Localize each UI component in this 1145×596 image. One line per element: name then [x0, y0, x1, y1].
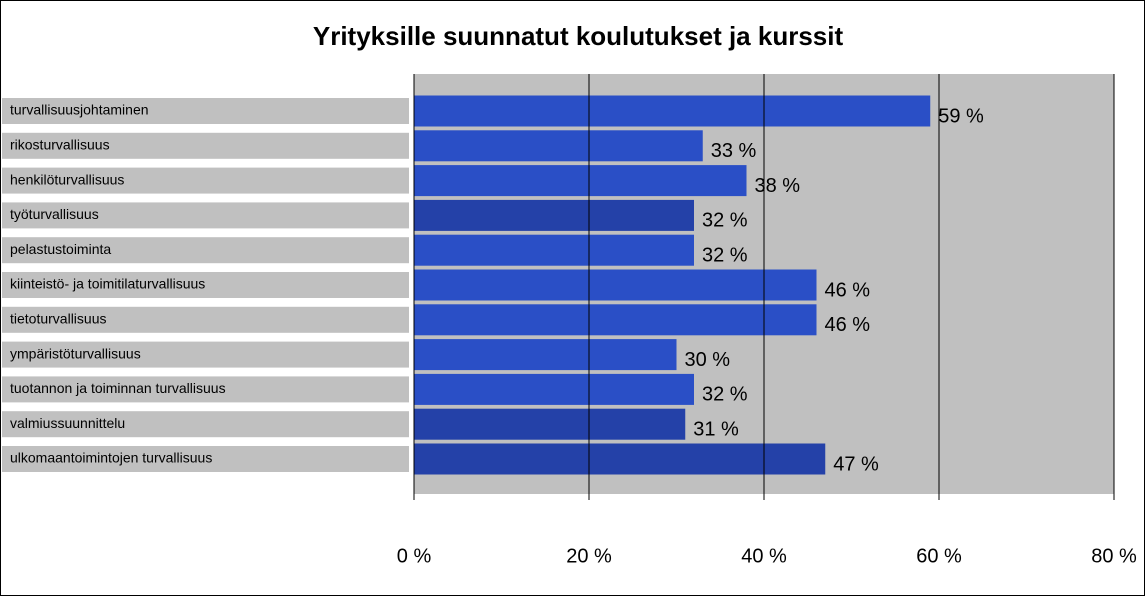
chart-title: Yrityksille suunnatut koulutukset ja kur…	[313, 21, 844, 51]
x-tick-label: 0 %	[397, 545, 432, 567]
data-label: 38 %	[755, 175, 801, 197]
data-label: 32 %	[702, 384, 748, 406]
category-label: valmiussuunnittelu	[10, 415, 125, 431]
category-label: tietoturvallisuus	[10, 311, 107, 327]
category-box	[2, 376, 409, 403]
category-box	[2, 411, 409, 438]
bar	[414, 269, 817, 301]
x-tick-label: 60 %	[916, 545, 962, 567]
data-label: 46 %	[825, 279, 871, 301]
category-label: tuotannon ja toiminnan turvallisuus	[10, 380, 226, 396]
category-box	[2, 306, 409, 333]
category-label: pelastustoiminta	[10, 241, 111, 257]
bar	[414, 130, 703, 162]
category-label: turvallisuusjohtaminen	[10, 102, 149, 118]
x-tick-label: 20 %	[566, 545, 612, 567]
category-box	[2, 341, 409, 368]
bar	[414, 304, 817, 336]
category-box	[2, 272, 409, 298]
bar	[414, 339, 677, 371]
category-box	[2, 237, 409, 264]
category-box	[2, 202, 409, 229]
data-label: 59 %	[938, 105, 984, 127]
bar	[414, 443, 826, 475]
category-box	[2, 446, 409, 472]
category-box	[2, 132, 409, 159]
bar	[414, 199, 694, 231]
x-tick-label: 40 %	[741, 545, 787, 567]
data-label: 31 %	[693, 418, 739, 440]
data-label: 46 %	[825, 314, 871, 336]
category-label: henkilöturvallisuus	[10, 171, 124, 187]
bar	[414, 373, 694, 405]
data-label: 32 %	[702, 244, 748, 266]
category-label: ympäristöturvallisuus	[10, 345, 141, 361]
category-label: ulkomaantoimintojen turvallisuus	[10, 450, 212, 466]
category-label: työturvallisuus	[10, 206, 99, 222]
data-label: 47 %	[833, 453, 879, 475]
category-label: rikosturvallisuus	[10, 137, 110, 153]
bar	[414, 234, 694, 266]
data-label: 30 %	[685, 349, 731, 371]
data-label: 32 %	[702, 210, 748, 232]
category-box	[2, 98, 409, 124]
category-box	[2, 167, 409, 194]
x-tick-label: 80 %	[1091, 545, 1137, 567]
bar	[414, 408, 686, 440]
category-label: kiinteistö- ja toimitilaturvallisuus	[10, 276, 205, 292]
data-label: 33 %	[711, 140, 757, 162]
bar	[414, 95, 931, 127]
bar	[414, 165, 747, 197]
